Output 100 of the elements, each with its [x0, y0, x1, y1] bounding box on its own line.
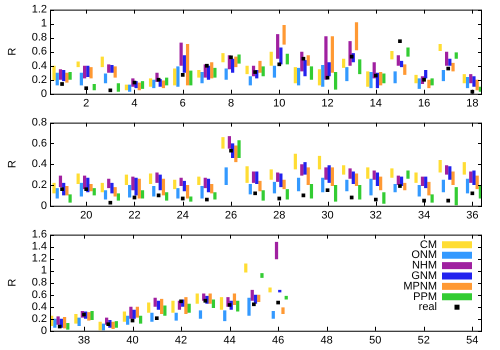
bar — [134, 178, 138, 196]
point — [228, 303, 232, 307]
bar — [303, 162, 307, 175]
x-tick-label: 46 — [272, 334, 284, 346]
bar — [224, 167, 228, 185]
bar — [255, 171, 258, 184]
bar — [56, 72, 59, 86]
bar — [369, 72, 373, 88]
bar — [276, 34, 280, 59]
point — [276, 300, 280, 304]
bar — [274, 242, 278, 260]
bar — [180, 42, 183, 66]
point — [180, 73, 185, 77]
bar — [270, 52, 273, 66]
bar — [348, 168, 352, 179]
point — [253, 70, 257, 74]
bar — [334, 72, 338, 90]
bar — [390, 168, 394, 178]
bar — [396, 55, 400, 66]
x-tick-label: 30 — [321, 209, 334, 222]
bar — [462, 162, 466, 175]
bar — [318, 156, 322, 170]
bar — [189, 70, 192, 86]
point — [302, 56, 306, 61]
y-axis-title: R — [6, 48, 19, 56]
bar — [173, 180, 176, 190]
bar — [406, 170, 410, 179]
bar — [394, 184, 397, 192]
bar — [165, 192, 168, 201]
bar — [330, 36, 334, 73]
point — [229, 55, 233, 60]
point — [154, 316, 159, 320]
bar — [454, 187, 458, 206]
bar — [86, 66, 90, 77]
bar — [234, 56, 238, 68]
bar — [245, 66, 249, 74]
bar — [62, 316, 66, 328]
bar — [58, 69, 62, 80]
y-tick-label: 0.2 — [32, 74, 47, 86]
bar — [65, 186, 69, 196]
bar — [444, 52, 448, 66]
bar — [469, 171, 472, 183]
bar — [114, 321, 118, 328]
bar — [104, 190, 108, 200]
bar — [472, 76, 476, 87]
point — [60, 82, 64, 86]
bar — [237, 54, 241, 64]
bar — [114, 66, 117, 78]
bar — [92, 84, 96, 90]
bar — [276, 172, 280, 182]
bar — [98, 322, 102, 330]
bar — [78, 318, 81, 326]
bar — [173, 68, 176, 86]
bar — [148, 78, 152, 87]
y-tick-label: 0 — [40, 200, 47, 212]
bar — [107, 178, 110, 188]
bar — [76, 62, 80, 68]
bar — [223, 310, 226, 322]
bar — [162, 178, 166, 196]
bar — [188, 304, 191, 313]
point — [108, 200, 112, 205]
bar — [366, 71, 370, 87]
bar — [279, 174, 282, 188]
bar — [89, 67, 93, 78]
x-tick-label: 50 — [369, 334, 382, 346]
point — [398, 184, 402, 188]
bar — [180, 178, 183, 186]
bar — [102, 324, 106, 330]
bar — [358, 185, 362, 200]
bar — [303, 60, 307, 76]
bar — [56, 188, 59, 199]
bar — [260, 273, 264, 278]
bar — [414, 74, 418, 84]
bar — [454, 52, 458, 59]
x-tick-label: 14 — [370, 97, 382, 110]
bar — [53, 318, 56, 328]
bar — [186, 44, 190, 86]
y-tick-label: 0.8 — [32, 116, 47, 129]
bar — [236, 300, 240, 312]
bar — [262, 190, 265, 201]
bar — [476, 176, 479, 190]
bar — [184, 297, 188, 314]
x-tick-label: 8 — [228, 97, 234, 110]
bar — [390, 51, 394, 60]
point — [326, 188, 330, 192]
x-tick-label: 40 — [126, 334, 139, 346]
bar — [76, 174, 80, 184]
bar — [100, 56, 104, 68]
bar — [272, 310, 275, 319]
bar — [107, 64, 110, 73]
bar — [110, 182, 114, 194]
legend-label: real — [418, 301, 437, 314]
bar — [237, 140, 241, 158]
bar — [257, 294, 260, 302]
bar — [469, 74, 472, 84]
x-tick-label: 20 — [80, 209, 92, 222]
point — [350, 196, 354, 200]
bar — [176, 66, 180, 87]
bar — [232, 294, 236, 305]
x-tick-label: 22 — [128, 209, 141, 222]
